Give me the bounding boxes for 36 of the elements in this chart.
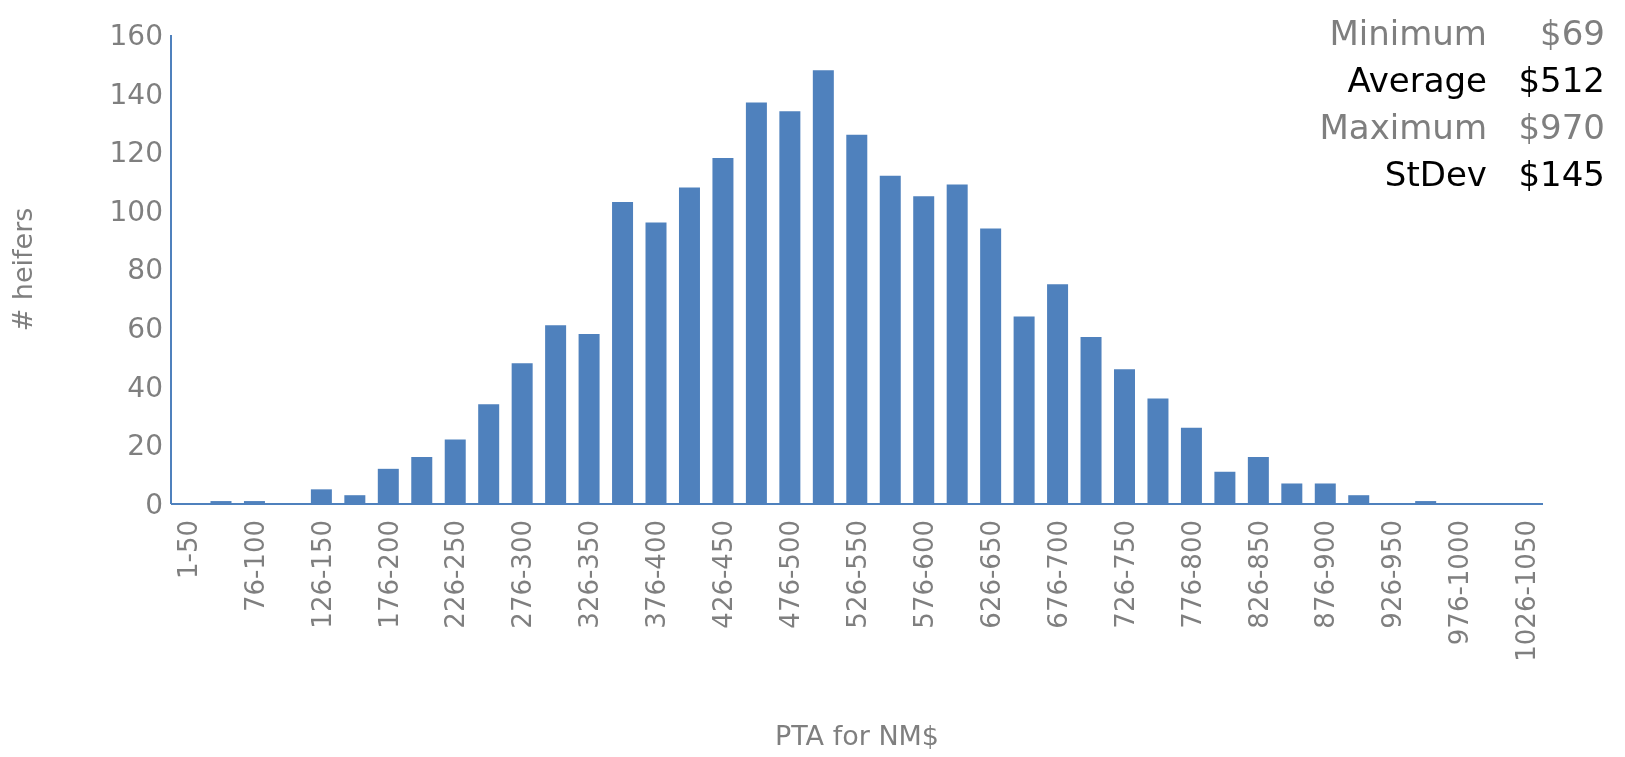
x-tick-label: 576-600 xyxy=(908,520,939,629)
x-tick-label: 476-500 xyxy=(775,520,806,629)
annotation: Maximum $970 xyxy=(1319,106,1605,149)
x-tick-label: 776-800 xyxy=(1176,520,1207,629)
x-tick-label: 526-550 xyxy=(842,520,872,629)
y-tick-label: 140 xyxy=(109,77,163,111)
x-tick-label: 976-1000 xyxy=(1444,520,1475,646)
y-tick-label: 60 xyxy=(127,312,163,346)
y-tick-label: 120 xyxy=(109,136,163,170)
x-tick-label: 76-100 xyxy=(239,520,270,613)
y-tick-label: 40 xyxy=(127,370,163,404)
y-tick-label: 160 xyxy=(109,18,163,52)
x-tick-label: 326-350 xyxy=(574,520,605,629)
x-tick-label: 376-400 xyxy=(641,520,672,629)
annotation: Average $512 xyxy=(1347,59,1605,102)
x-tick-label: 826-850 xyxy=(1243,520,1274,629)
x-tick-label: 676-700 xyxy=(1042,520,1073,629)
y-tick-label: 20 xyxy=(127,429,163,463)
y-tick-label: 100 xyxy=(109,194,163,228)
annotation: StDev $145 xyxy=(1384,153,1605,196)
x-axis-title: PTA for NM$ xyxy=(774,720,940,751)
x-tick-label: 426-450 xyxy=(708,520,739,629)
text: Minimum $69 xyxy=(1329,13,1605,53)
x-tick-label: 726-750 xyxy=(1109,520,1140,629)
x-tick-label: 626-650 xyxy=(975,520,1006,629)
y-tick-label: 0 xyxy=(145,487,163,521)
x-tick-label: 1026-1050 xyxy=(1511,520,1542,662)
x-tick-label: 926-950 xyxy=(1377,520,1408,629)
x-tick-label: 876-900 xyxy=(1310,520,1341,629)
y-tick-label: 80 xyxy=(127,253,163,287)
x-tick-label: 226-250 xyxy=(440,520,471,629)
x-tick-label: 126-150 xyxy=(306,520,337,629)
x-tick-label: 1-50 xyxy=(172,520,203,580)
y-axis-title: # heifers xyxy=(6,207,38,332)
x-tick-label: 176-200 xyxy=(373,520,404,629)
x-tick-label: 276-300 xyxy=(507,520,538,629)
